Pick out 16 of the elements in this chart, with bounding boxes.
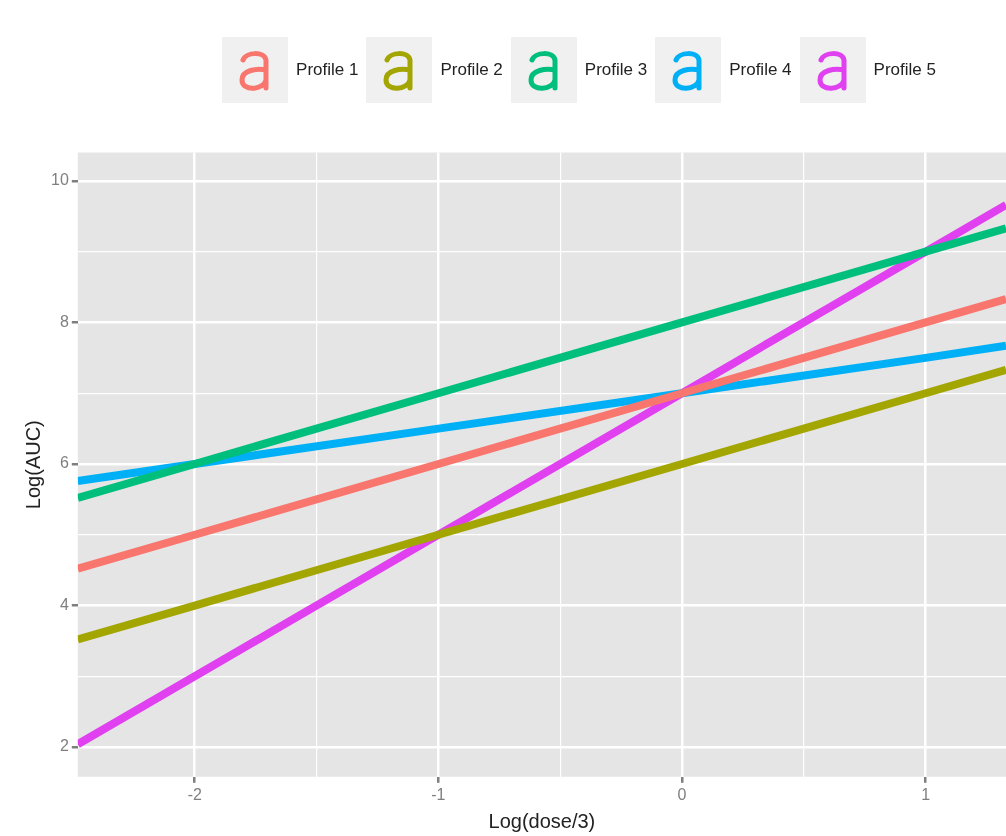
y-tick-label: 2	[59, 737, 69, 755]
y-tick-label: 6	[59, 454, 69, 472]
x-tick-label: 1	[921, 785, 931, 803]
y-tick-label: 4	[59, 595, 69, 613]
y-axis-title: Log(AUC)	[21, 420, 44, 510]
legend-label: Profile 5	[873, 60, 936, 80]
legend-label: Profile 4	[729, 60, 792, 80]
legend-label: Profile 3	[584, 60, 648, 80]
legend-label: Profile 1	[296, 60, 359, 80]
x-tick-label: -2	[187, 785, 202, 803]
y-tick-label: 10	[51, 171, 69, 189]
x-tick-label: -1	[431, 785, 446, 803]
x-axis-title: Log(dose/3)	[488, 809, 596, 832]
legend-label: Profile 2	[440, 60, 503, 80]
y-tick-label: 8	[59, 312, 69, 330]
x-tick-label: 0	[677, 785, 687, 803]
